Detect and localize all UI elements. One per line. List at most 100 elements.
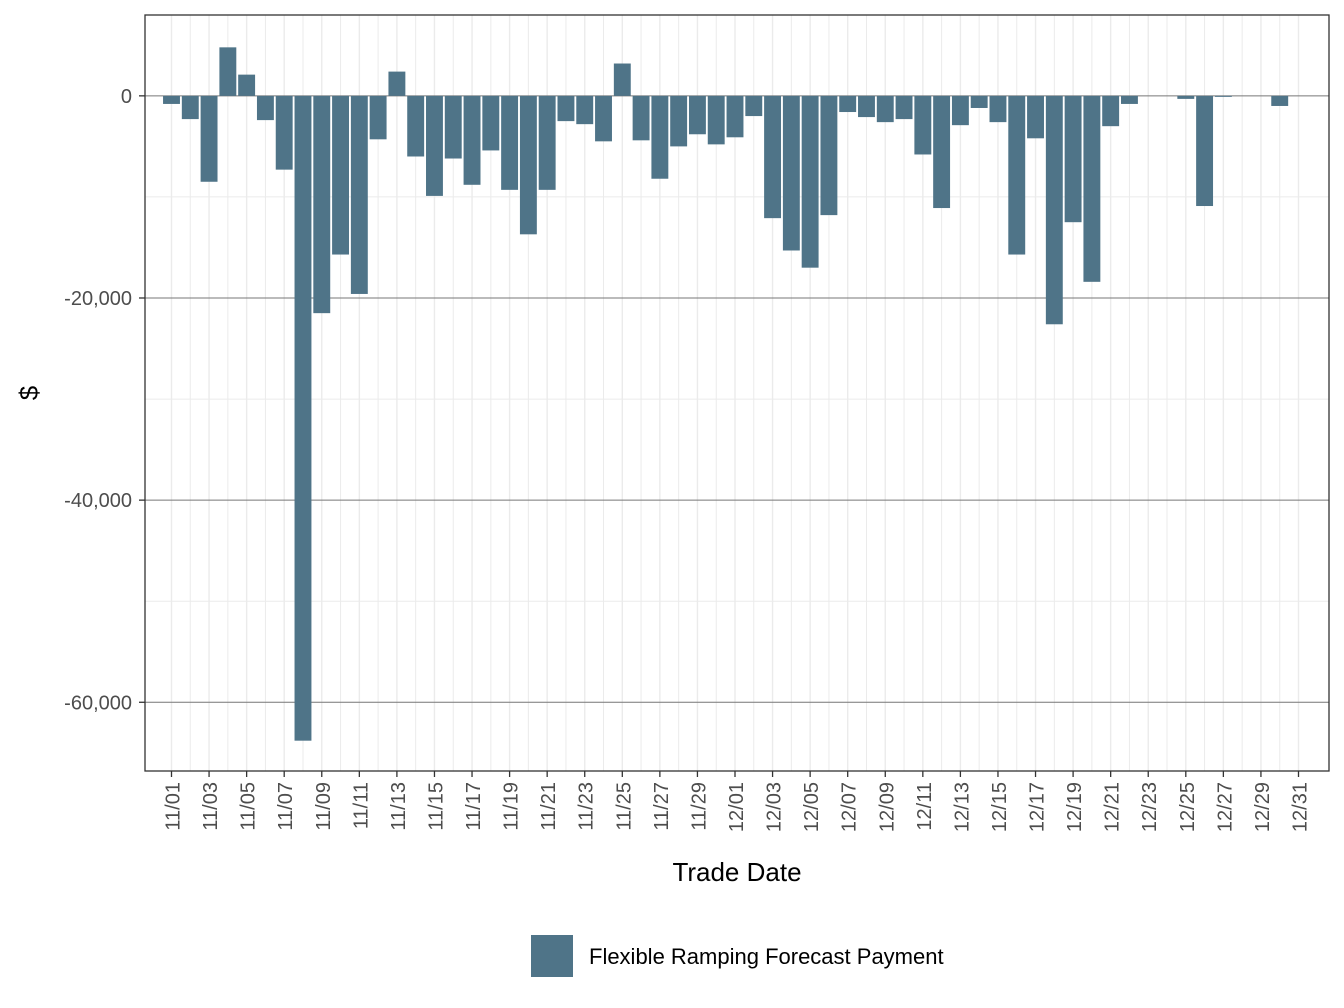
bar-11-30	[707, 95, 725, 145]
bar-11-11	[350, 95, 368, 294]
bar-11-06	[256, 95, 274, 121]
bar-11-04	[219, 47, 237, 96]
bar-12-26	[1196, 95, 1214, 207]
bar-11-23	[576, 95, 594, 125]
x-tick-label: 12/09	[876, 782, 898, 832]
legend-label: Flexible Ramping Forecast Payment	[589, 944, 944, 969]
x-tick-label: 12/27	[1214, 782, 1236, 832]
bar-11-29	[688, 95, 706, 135]
bar-11-26	[632, 95, 650, 141]
x-tick-label: 11/15	[425, 782, 447, 831]
bar-11-28	[670, 95, 688, 147]
x-axis-title: Trade Date	[672, 857, 801, 887]
bar-12-03	[764, 95, 782, 219]
x-tick-label: 12/13	[951, 782, 973, 832]
panel-border	[144, 14, 1330, 772]
bar-11-02	[181, 95, 199, 120]
bar-12-13	[951, 95, 969, 126]
x-tick-label: 12/07	[839, 782, 861, 832]
x-axis: 11/01 11/03 11/05 11/07 11/09 11/11 11/13 11/15…	[163, 771, 1312, 832]
bar-12-25	[1177, 95, 1195, 99]
bar-12-04	[782, 95, 800, 251]
bars	[163, 47, 1289, 741]
bar-11-16	[444, 95, 462, 159]
bar-11-07	[275, 95, 293, 170]
bar-11-01	[163, 95, 180, 104]
bar-11-03	[200, 95, 218, 182]
x-tick-label: 11/11	[350, 782, 372, 829]
x-tick-label: 11/29	[688, 782, 710, 831]
y-axis: 0 -20,000 -40,000 -60,000	[64, 86, 145, 714]
bar-12-22	[1120, 95, 1138, 104]
bar-11-18	[482, 95, 500, 151]
x-tick-label: 11/09	[313, 782, 335, 831]
x-tick-label: 12/11	[914, 782, 936, 831]
x-tick-label: 12/21	[1102, 782, 1124, 832]
bar-11-14	[407, 95, 425, 157]
bar-11-08	[294, 95, 312, 741]
x-tick-label: 12/19	[1064, 782, 1086, 832]
x-tick-label: 11/19	[501, 782, 523, 831]
bar-11-05	[238, 74, 256, 96]
bar-11-25	[613, 63, 631, 96]
x-tick-label: 11/03	[200, 782, 222, 831]
x-tick-label: 11/13	[388, 782, 410, 831]
bar-11-21	[538, 95, 556, 190]
bar-12-20	[1083, 95, 1101, 282]
bar-12-12	[933, 95, 951, 209]
bar-11-20	[519, 95, 537, 235]
x-tick-label: 11/25	[613, 782, 635, 831]
bar-12-16	[1008, 95, 1026, 255]
minor-gridlines	[145, 15, 1329, 771]
bar-12-06	[820, 95, 838, 216]
bar-11-09	[313, 95, 331, 314]
bar-12-01	[726, 95, 744, 138]
y-tick-label: -60,000	[64, 692, 132, 714]
legend-key-swatch	[531, 935, 573, 977]
bar-12-17	[1027, 95, 1044, 139]
bar-12-19	[1064, 95, 1082, 223]
bar-11-10	[332, 95, 350, 255]
y-tick-label: -20,000	[64, 288, 132, 310]
x-tick-label: 11/05	[238, 782, 260, 831]
y-axis-title: $	[14, 385, 44, 400]
y-tick-label: 0	[121, 86, 132, 108]
bar-12-15	[989, 95, 1007, 123]
x-tick-label: 11/07	[275, 782, 297, 831]
bar-11-24	[595, 95, 612, 142]
bar-12-09	[876, 95, 894, 123]
x-tick-label: 11/01	[163, 782, 185, 831]
bar-12-05	[801, 95, 819, 268]
x-tick-label: 11/17	[463, 782, 485, 831]
y-tick-label: -40,000	[64, 490, 132, 512]
x-tick-label: 12/15	[989, 782, 1011, 832]
bar-12-14	[970, 95, 988, 108]
bar-11-22	[557, 95, 575, 122]
x-tick-label: 12/17	[1027, 782, 1049, 832]
x-tick-label: 12/05	[801, 782, 823, 832]
bar-12-27	[1214, 95, 1232, 97]
x-tick-label: 11/23	[576, 782, 598, 831]
legend: Flexible Ramping Forecast Payment	[531, 935, 944, 977]
bar-11-27	[651, 95, 669, 179]
bar-11-12	[369, 95, 387, 140]
x-tick-label: 12/29	[1252, 782, 1274, 832]
bar-12-02	[745, 95, 763, 117]
bar-11-13	[388, 71, 406, 96]
bar-11-17	[463, 95, 481, 185]
bar-12-30	[1271, 95, 1289, 106]
x-tick-label: 12/25	[1177, 782, 1199, 832]
bar-12-08	[858, 95, 875, 118]
bar-12-10	[895, 95, 913, 120]
bar-12-07	[839, 95, 857, 113]
bar-12-11	[914, 95, 932, 155]
x-tick-label: 11/21	[538, 782, 560, 831]
bar-11-15	[426, 95, 443, 196]
x-tick-label: 12/31	[1290, 782, 1312, 832]
bar-12-18	[1045, 95, 1063, 325]
bar-11-19	[501, 95, 519, 190]
bar-12-21	[1102, 95, 1120, 127]
x-tick-label: 12/01	[726, 782, 748, 832]
x-tick-label: 12/03	[764, 782, 786, 832]
